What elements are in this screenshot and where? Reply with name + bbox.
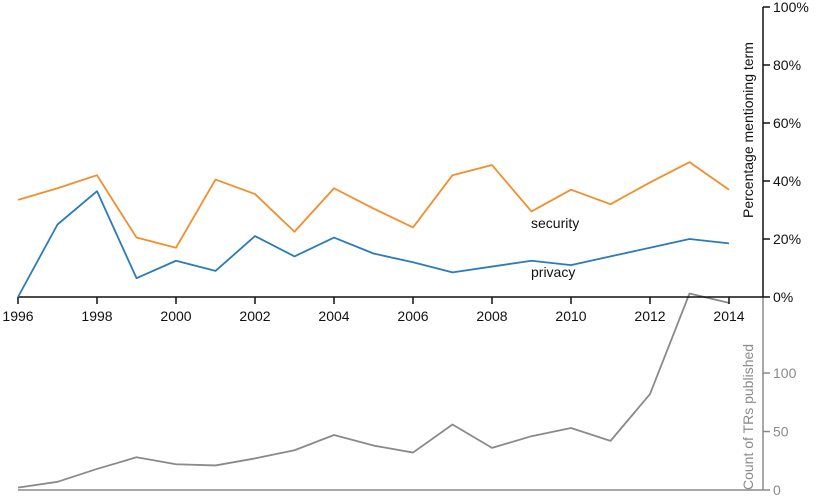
x-tick-label: 2014 xyxy=(713,308,744,324)
percentage-chart: 0% 20% 40% 60% 80% 100% 1996 1998 2000 2002 2004 20… xyxy=(2,0,808,324)
percent-y-tick-label: 0% xyxy=(773,289,793,305)
tr-count-chart: 0 50 100 Count of TRs published xyxy=(17,292,797,498)
x-tick-label: 2008 xyxy=(476,308,507,324)
x-tick-label: 2000 xyxy=(160,308,191,324)
x-tick-label: 2004 xyxy=(318,308,349,324)
privacy-series-label: privacy xyxy=(531,264,575,280)
count-y-axis-title: Count of TRs published xyxy=(740,344,756,490)
percent-y-tick-label: 80% xyxy=(773,57,801,73)
count-y-tick-label: 50 xyxy=(773,424,789,440)
x-tick-label: 2010 xyxy=(555,308,586,324)
percent-y-axis-title: Percentage mentioning term xyxy=(740,42,756,218)
count-y-tick-label: 100 xyxy=(773,365,797,381)
privacy-series-line xyxy=(17,190,730,298)
x-tick-label: 2012 xyxy=(634,308,665,324)
percent-y-tick-label: 60% xyxy=(773,115,801,131)
x-tick-label: 1998 xyxy=(81,308,112,324)
x-tick-label: 1996 xyxy=(2,308,33,324)
security-series-line xyxy=(17,161,730,249)
x-tick-label: 2006 xyxy=(397,308,428,324)
percent-y-tick-label: 100% xyxy=(773,0,809,15)
x-tick-label: 2002 xyxy=(239,308,270,324)
percent-y-tick-label: 20% xyxy=(773,231,801,247)
percent-y-tick-label: 40% xyxy=(773,173,801,189)
security-series-label: security xyxy=(531,215,579,231)
count-y-tick-label: 0 xyxy=(773,482,781,498)
count-series-line xyxy=(17,292,730,489)
